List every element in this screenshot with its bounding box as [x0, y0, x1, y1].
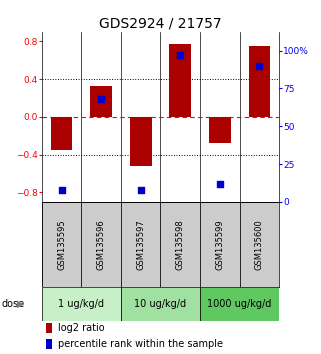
Title: GDS2924 / 21757: GDS2924 / 21757	[99, 17, 222, 31]
Bar	[130, 117, 152, 166]
Text: 10 ug/kg/d: 10 ug/kg/d	[134, 299, 187, 309]
Text: GSM135600: GSM135600	[255, 219, 264, 270]
Text: percentile rank within the sample: percentile rank within the sample	[58, 339, 223, 349]
Text: GSM135597: GSM135597	[136, 219, 145, 270]
Point	[178, 52, 183, 58]
Bar	[47, 323, 52, 333]
Bar	[42, 202, 81, 287]
Text: GSM135598: GSM135598	[176, 219, 185, 270]
Bar	[121, 287, 200, 321]
Point	[138, 187, 143, 193]
Point	[257, 63, 262, 69]
Text: GSM135595: GSM135595	[57, 219, 66, 270]
Text: GSM135596: GSM135596	[97, 219, 106, 270]
Bar	[200, 287, 279, 321]
Point	[99, 96, 104, 102]
Bar	[121, 202, 160, 287]
Point	[217, 181, 222, 187]
Bar	[42, 287, 121, 321]
Bar	[209, 117, 231, 143]
Text: 1000 ug/kg/d: 1000 ug/kg/d	[207, 299, 272, 309]
Bar	[47, 339, 52, 349]
Text: dose: dose	[2, 299, 25, 309]
Text: log2 ratio: log2 ratio	[58, 323, 105, 333]
Point	[59, 187, 64, 193]
Bar	[169, 44, 191, 117]
Text: GSM135599: GSM135599	[215, 219, 224, 270]
Bar	[160, 202, 200, 287]
Text: ▶: ▶	[17, 299, 25, 309]
Bar	[51, 117, 73, 150]
Text: 1 ug/kg/d: 1 ug/kg/d	[58, 299, 104, 309]
Bar	[81, 202, 121, 287]
Bar	[248, 46, 270, 117]
Bar	[200, 202, 240, 287]
Bar	[240, 202, 279, 287]
Bar	[90, 86, 112, 117]
